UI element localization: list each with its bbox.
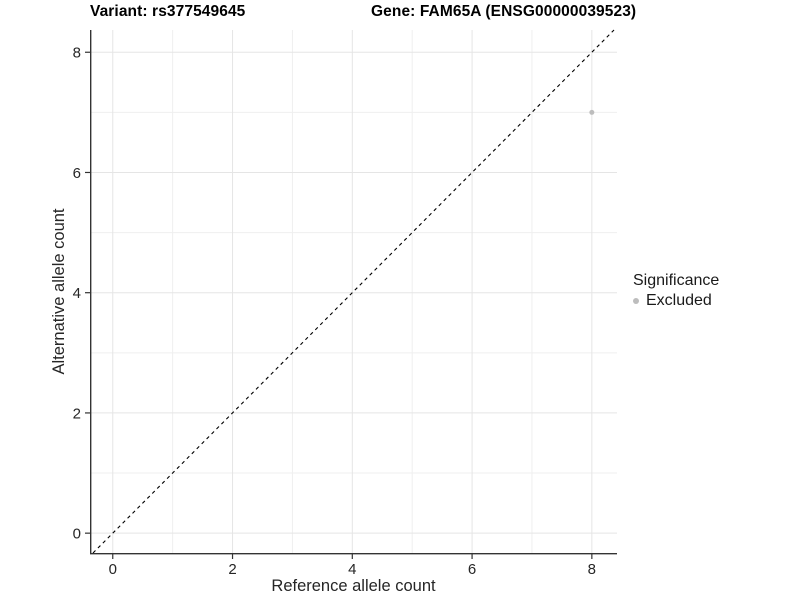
y-tick-label: 0 <box>73 526 81 543</box>
legend-item-excluded: Excluded <box>633 292 719 310</box>
legend: Significance Excluded <box>633 271 719 310</box>
data-point <box>589 109 595 115</box>
y-tick-label: 4 <box>73 285 81 302</box>
y-axis-title: Alternative allele count <box>50 208 68 374</box>
x-axis-title: Reference allele count <box>271 577 436 595</box>
y-tick-label: 6 <box>73 165 81 182</box>
x-tick-label: 4 <box>348 561 356 578</box>
excluded-swatch-icon <box>633 298 639 304</box>
x-tick-label: 8 <box>588 561 596 578</box>
legend-title: Significance <box>633 272 720 289</box>
identity-line <box>92 29 615 554</box>
variant-title: Variant: rs377549645 <box>90 3 246 20</box>
y-tick-label: 2 <box>73 405 81 422</box>
plot-panel: 0 2 4 6 8 0 2 4 6 8 Reference allele count Alternat… <box>50 29 617 595</box>
y-tick-label: 8 <box>73 45 81 62</box>
x-tick-label: 2 <box>228 561 236 578</box>
gene-title: Gene: FAM65A (ENSG00000039523) <box>371 3 637 20</box>
x-tick-label: 0 <box>109 561 117 578</box>
x-tick-label: 6 <box>468 561 476 578</box>
legend-item-label: Excluded <box>646 292 712 309</box>
